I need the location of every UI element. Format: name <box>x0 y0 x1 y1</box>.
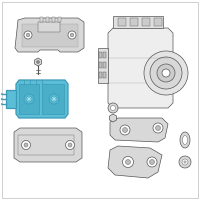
Polygon shape <box>6 90 16 108</box>
Circle shape <box>120 125 130 135</box>
Polygon shape <box>16 80 68 118</box>
Bar <box>154 18 162 26</box>
Circle shape <box>22 140 30 150</box>
Circle shape <box>122 156 134 168</box>
Circle shape <box>108 103 118 113</box>
Ellipse shape <box>182 136 188 144</box>
Bar <box>142 18 150 26</box>
Polygon shape <box>35 58 41 66</box>
Bar <box>130 18 138 26</box>
Polygon shape <box>110 118 168 142</box>
Circle shape <box>28 98 30 100</box>
Polygon shape <box>108 28 173 108</box>
Polygon shape <box>14 128 82 162</box>
Bar <box>99 52 102 58</box>
Bar <box>99 62 102 68</box>
Bar <box>40 17 43 22</box>
Circle shape <box>184 161 186 163</box>
Bar <box>118 18 126 26</box>
Circle shape <box>68 31 76 39</box>
Circle shape <box>147 157 157 167</box>
Circle shape <box>1 93 3 95</box>
Bar <box>38 22 60 32</box>
Bar <box>103 72 106 78</box>
Ellipse shape <box>180 132 190 148</box>
Circle shape <box>1 98 3 100</box>
Bar <box>42 84 64 114</box>
Circle shape <box>51 96 57 102</box>
Circle shape <box>122 128 128 132</box>
Circle shape <box>150 57 182 89</box>
Polygon shape <box>113 16 163 28</box>
Bar <box>46 17 49 22</box>
Circle shape <box>24 31 32 39</box>
Circle shape <box>110 106 116 110</box>
Circle shape <box>24 94 34 104</box>
Polygon shape <box>110 114 116 122</box>
Circle shape <box>150 160 154 164</box>
Circle shape <box>126 160 130 164</box>
Circle shape <box>157 64 175 82</box>
Bar <box>103 52 106 58</box>
Circle shape <box>26 33 30 37</box>
Circle shape <box>70 33 74 37</box>
Bar <box>98 48 108 83</box>
Circle shape <box>68 143 72 147</box>
Bar <box>52 17 55 22</box>
Bar <box>58 17 61 22</box>
Circle shape <box>49 94 59 104</box>
Polygon shape <box>108 146 162 178</box>
Circle shape <box>1 103 3 105</box>
Circle shape <box>66 140 74 150</box>
Circle shape <box>36 60 40 64</box>
Circle shape <box>162 69 170 77</box>
Bar <box>99 72 102 78</box>
Circle shape <box>156 126 160 130</box>
Polygon shape <box>15 18 84 52</box>
Circle shape <box>26 96 32 102</box>
Circle shape <box>179 156 191 168</box>
Circle shape <box>53 98 55 100</box>
Circle shape <box>144 51 188 95</box>
Polygon shape <box>22 24 78 47</box>
Bar <box>103 62 106 68</box>
Circle shape <box>24 143 28 147</box>
Circle shape <box>153 123 163 133</box>
Circle shape <box>182 159 188 165</box>
Bar <box>19 84 39 114</box>
